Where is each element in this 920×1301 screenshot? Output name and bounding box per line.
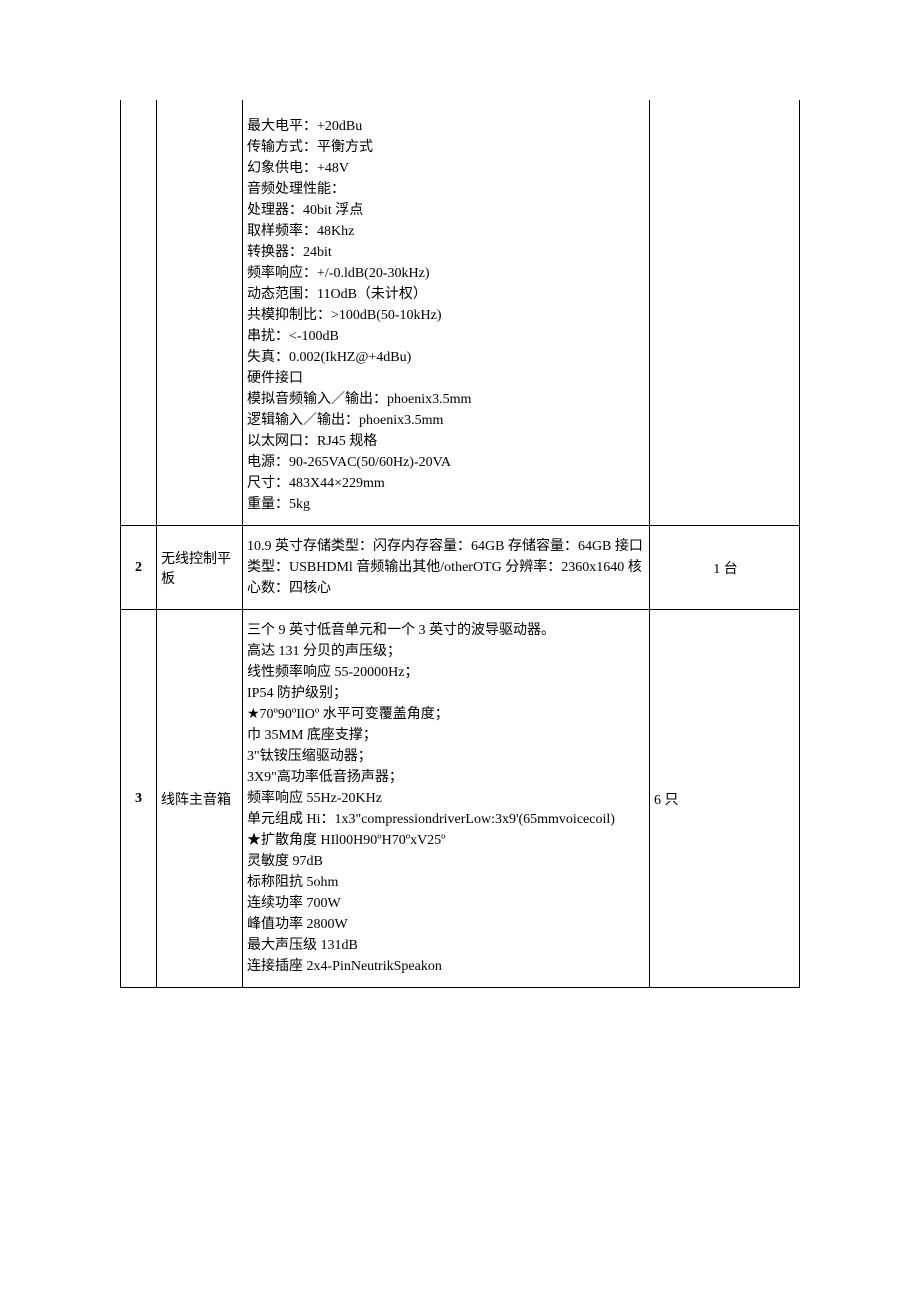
desc-line: 重量：5kg xyxy=(247,494,645,515)
desc-line: 最大声压级 131dB xyxy=(247,935,645,956)
row-description: 最大电平：+20dBu传输方式：平衡方式幻象供电：+48V音频处理性能：处理器：… xyxy=(243,100,650,526)
desc-line: ★70º90ºIlOº 水平可变覆盖角度； xyxy=(247,704,645,725)
desc-line: 动态范围：11OdB（未计权） xyxy=(247,284,645,305)
table-row: 3线阵主音箱三个 9 英寸低音单元和一个 3 英寸的波导驱动器。高达 131 分… xyxy=(121,610,800,988)
desc-line: 连续功率 700W xyxy=(247,893,645,914)
desc-line: 10.9 英寸存储类型：闪存内存容量：64GB 存储容量：64GB 接口类型：U… xyxy=(247,536,645,599)
desc-line: 模拟音频输入／输出：phoenix3.5mm xyxy=(247,389,645,410)
desc-line: 三个 9 英寸低音单元和一个 3 英寸的波导驱动器。 xyxy=(247,620,645,641)
row-description: 三个 9 英寸低音单元和一个 3 英寸的波导驱动器。高达 131 分贝的声压级；… xyxy=(243,610,650,988)
desc-line: 频率响应 55Hz-20KHz xyxy=(247,788,645,809)
row-name: 线阵主音箱 xyxy=(157,610,243,988)
desc-line: 电源：90-265VAC(50/60Hz)-20VA xyxy=(247,452,645,473)
spec-table-body: 最大电平：+20dBu传输方式：平衡方式幻象供电：+48V音频处理性能：处理器：… xyxy=(121,100,800,988)
desc-line: 串扰：<-100dB xyxy=(247,326,645,347)
desc-line: 硬件接口 xyxy=(247,368,645,389)
desc-line: 失真：0.002(IkHZ@+4dBu) xyxy=(247,347,645,368)
desc-line: 峰值功率 2800W xyxy=(247,914,645,935)
desc-line: 单元组成 Hi：1x3"compressiondriverLow:3x9'(65… xyxy=(247,809,645,830)
row-number: 2 xyxy=(121,526,157,610)
desc-line: 3X9"高功率低音扬声器； xyxy=(247,767,645,788)
desc-line: ★扩散角度 HIl00H90ºH70ºxV25º xyxy=(247,830,645,851)
desc-line: 灵敏度 97dB xyxy=(247,851,645,872)
row-quantity: 1 台 xyxy=(650,526,800,610)
spec-table: 最大电平：+20dBu传输方式：平衡方式幻象供电：+48V音频处理性能：处理器：… xyxy=(120,100,800,988)
desc-line: 尺寸：483X44×229mm xyxy=(247,473,645,494)
desc-line: 频率响应：+/-0.ldB(20-30kHz) xyxy=(247,263,645,284)
desc-line: 连接插座 2x4-PinNeutrikSpeakon xyxy=(247,956,645,977)
desc-line: 共模抑制比：>100dB(50-10kHz) xyxy=(247,305,645,326)
row-quantity: 6 只 xyxy=(650,610,800,988)
desc-line: 取样频率：48Khz xyxy=(247,221,645,242)
desc-line: 3"钛铵压缩驱动器； xyxy=(247,746,645,767)
desc-line: 幻象供电：+48V xyxy=(247,158,645,179)
desc-line: 处理器：40bit 浮点 xyxy=(247,200,645,221)
desc-line: IP54 防护级别； xyxy=(247,683,645,704)
desc-line: 最大电平：+20dBu xyxy=(247,116,645,137)
table-row: 最大电平：+20dBu传输方式：平衡方式幻象供电：+48V音频处理性能：处理器：… xyxy=(121,100,800,526)
table-row: 2无线控制平板10.9 英寸存储类型：闪存内存容量：64GB 存储容量：64GB… xyxy=(121,526,800,610)
desc-line: 转换器：24bit xyxy=(247,242,645,263)
row-quantity xyxy=(650,100,800,526)
row-number xyxy=(121,100,157,526)
desc-line: 巾 35MM 底座支撑； xyxy=(247,725,645,746)
row-name: 无线控制平板 xyxy=(157,526,243,610)
desc-line: 以太网口：RJ45 规格 xyxy=(247,431,645,452)
desc-line: 音频处理性能： xyxy=(247,179,645,200)
row-name xyxy=(157,100,243,526)
desc-line: 传输方式：平衡方式 xyxy=(247,137,645,158)
row-description: 10.9 英寸存储类型：闪存内存容量：64GB 存储容量：64GB 接口类型：U… xyxy=(243,526,650,610)
desc-line: 标称阻抗 5ohm xyxy=(247,872,645,893)
desc-line: 高达 131 分贝的声压级； xyxy=(247,641,645,662)
row-number: 3 xyxy=(121,610,157,988)
desc-line: 线性频率响应 55-20000Hz； xyxy=(247,662,645,683)
desc-line: 逻辑输入／输出：phoenix3.5mm xyxy=(247,410,645,431)
